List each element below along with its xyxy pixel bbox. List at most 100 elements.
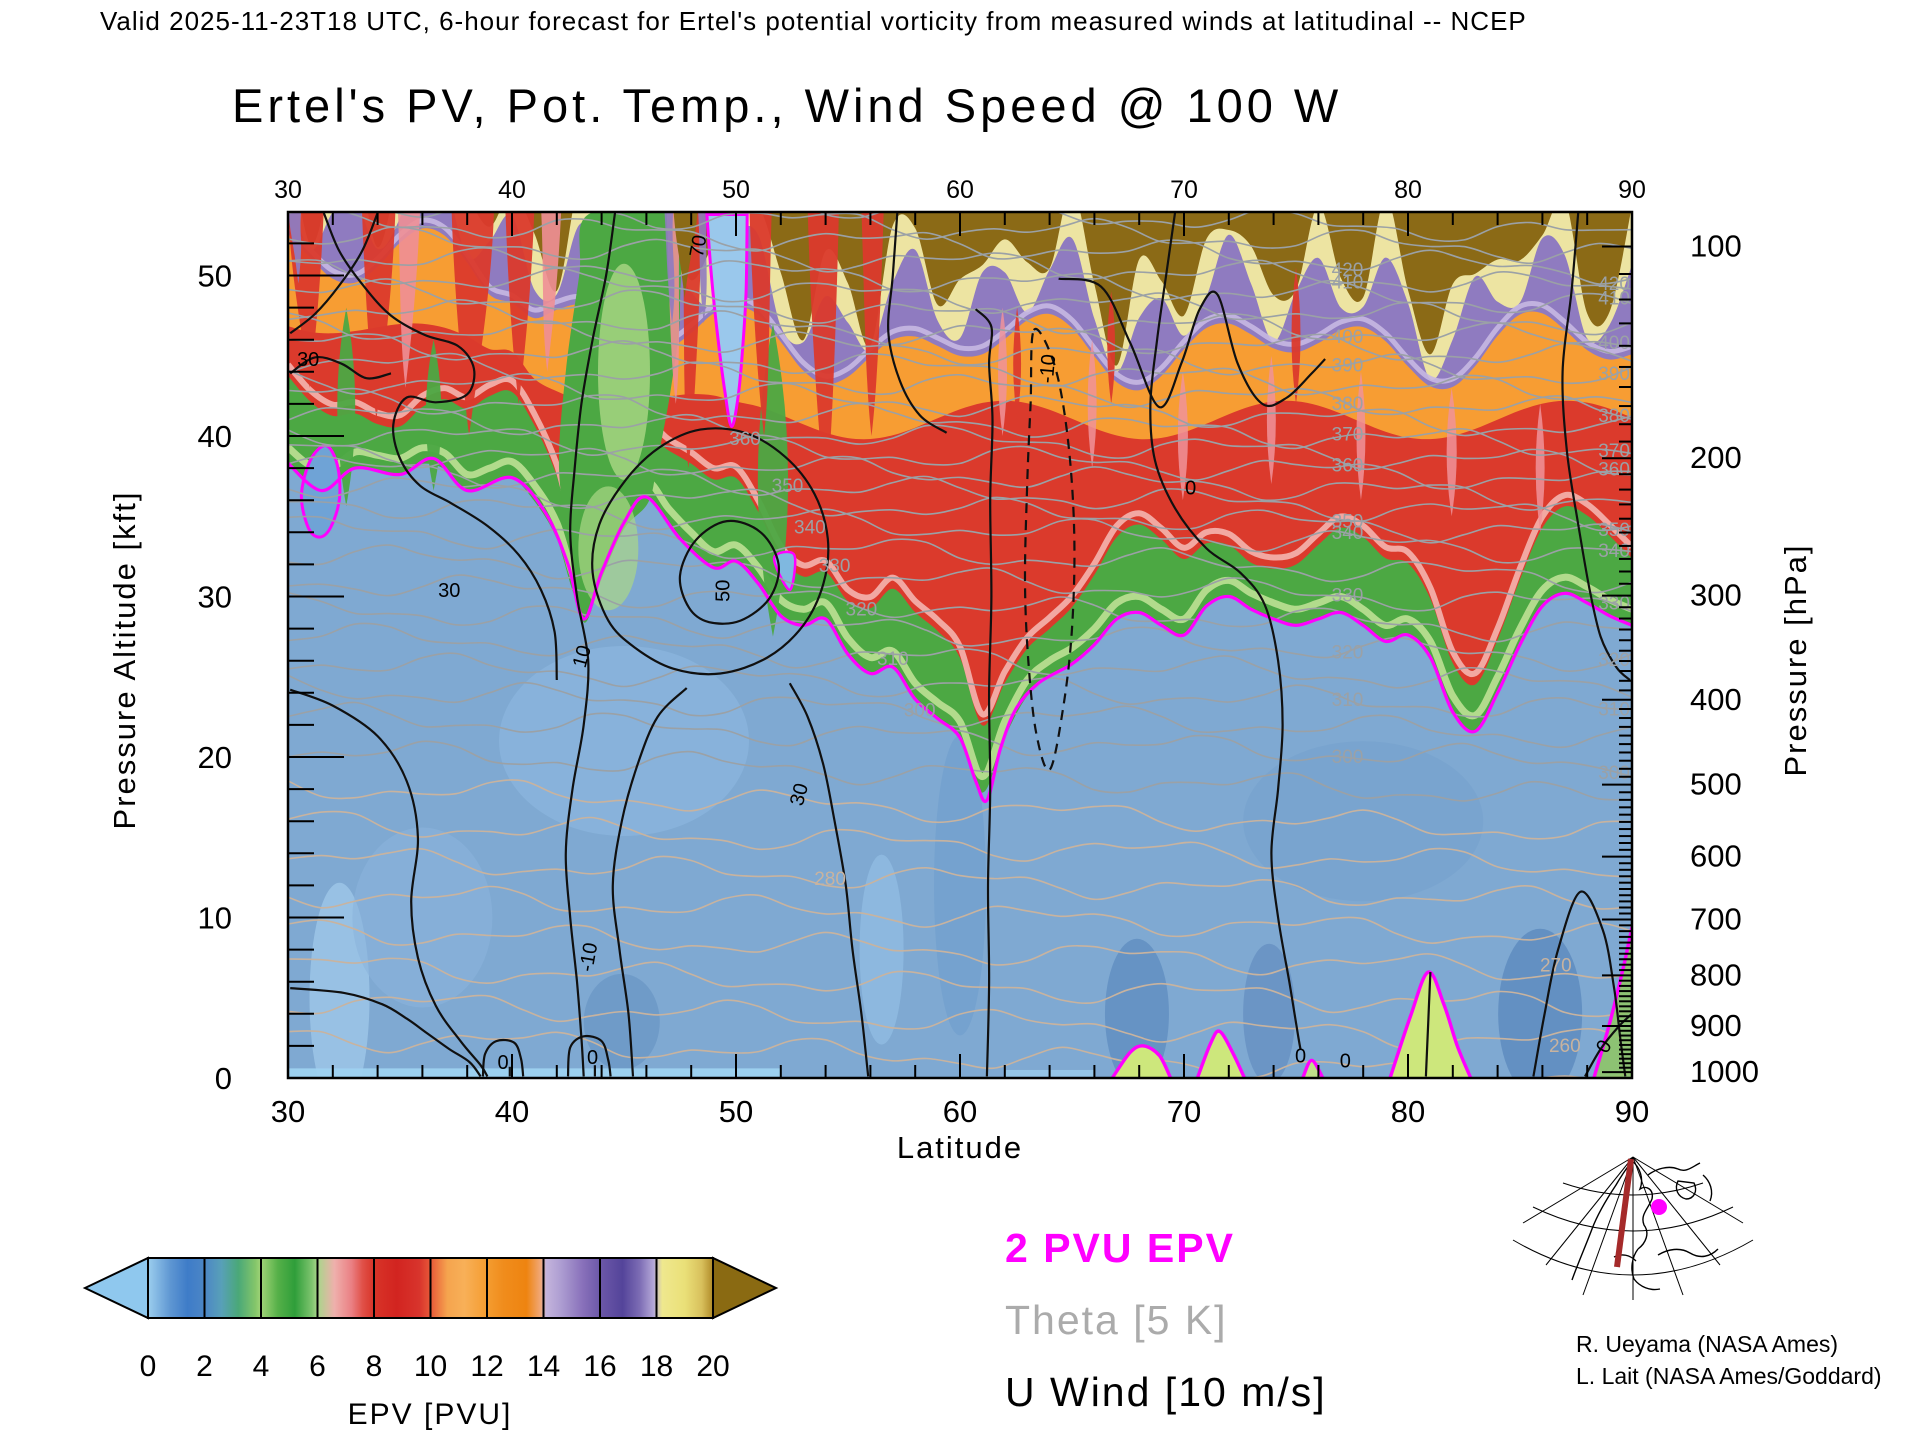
x-axis-top-tick-label: 30 bbox=[274, 176, 302, 204]
y-right-axis-title: Pressure [hPa] bbox=[1778, 543, 1813, 776]
wind-contour-label: 30 bbox=[297, 349, 319, 371]
theta-contour-label: 320 bbox=[846, 599, 878, 620]
wind-contour-label: 0 bbox=[1185, 477, 1196, 499]
y-left-tick-label: 10 bbox=[198, 901, 232, 936]
theta-contour-label: 320 bbox=[1598, 650, 1630, 671]
theta-contour-label: 310 bbox=[877, 649, 909, 670]
legend-pv-contour: 2 PVU EPV bbox=[1005, 1225, 1235, 1271]
theta-contour-label: 400 bbox=[1332, 327, 1364, 348]
colorbar-tick-label: 4 bbox=[253, 1350, 270, 1383]
wind-contour-label: 0 bbox=[497, 1052, 508, 1074]
wind-contour-corner-a bbox=[289, 212, 379, 335]
colorbar-tick-label: 6 bbox=[309, 1350, 326, 1383]
wind-contour-arch-2 bbox=[566, 1034, 612, 1077]
theta-contour-label: 350 bbox=[1332, 512, 1364, 533]
x-axis-tick-label: 40 bbox=[495, 1094, 529, 1129]
wind-contour-under-jet-right bbox=[788, 682, 870, 1077]
x-axis-tick-label: 90 bbox=[1615, 1094, 1649, 1129]
theta-contour-label: 380 bbox=[1598, 406, 1630, 427]
y-right-tick-label: 700 bbox=[1690, 902, 1742, 937]
theta-contour-label: 390 bbox=[1332, 356, 1364, 377]
theta-contour-label: 420 bbox=[1332, 260, 1364, 281]
wind-contour-bump-stem bbox=[1424, 972, 1432, 1077]
y-right-tick-label: 200 bbox=[1690, 440, 1742, 475]
legend: 2 PVU EPV Theta [5 K] U Wind [10 m/s] bbox=[1005, 1225, 1327, 1415]
credit-line-2: L. Lait (NASA Ames/Goddard) bbox=[1576, 1363, 1882, 1389]
y-right-tick-label: 900 bbox=[1690, 1008, 1742, 1043]
theta-contour-label: 350 bbox=[772, 476, 804, 497]
wind-contour-label: 0 bbox=[1295, 1046, 1306, 1068]
wind-contour-corner-line-br bbox=[1584, 1012, 1632, 1077]
map-cross-section-line bbox=[1614, 1158, 1634, 1268]
colorbar: 0 2 4 6 8 10 12 14 16 18 20 EPV [PVU] bbox=[82, 1256, 779, 1431]
colorbar-tick-label: 14 bbox=[527, 1350, 560, 1383]
theta-contour-label: 300 bbox=[904, 701, 936, 722]
map-station-dot bbox=[1651, 1199, 1667, 1215]
y-left-axis-title: Pressure Altitude [kft] bbox=[107, 491, 142, 830]
x-axis-top-tick-label: 80 bbox=[1394, 176, 1422, 204]
y-right-tick-label: 500 bbox=[1690, 767, 1742, 802]
theta-contour-label: 260 bbox=[1549, 1036, 1581, 1057]
theta-contour-label: 380 bbox=[1332, 394, 1364, 415]
wind-contour-zigzag-topright bbox=[1058, 277, 1326, 409]
inner-ticks bbox=[288, 212, 1632, 1078]
theta-contour-label: 410 bbox=[1598, 288, 1630, 309]
y-right-tick-label: 300 bbox=[1690, 578, 1742, 613]
theta-contour-label: 400 bbox=[1598, 333, 1630, 354]
theta-contour-label: 280 bbox=[814, 869, 846, 890]
theta-contour-label: 330 bbox=[819, 556, 851, 577]
theta-contour-label: 370 bbox=[1332, 425, 1364, 446]
wind-contour-low-left-a bbox=[289, 688, 489, 1077]
wind-contour-under-jet-left bbox=[611, 687, 688, 1077]
x-axis-tick-label: 80 bbox=[1391, 1094, 1425, 1129]
colorbar-tick-label: 20 bbox=[696, 1350, 729, 1383]
wind-contour-label: 50 bbox=[712, 580, 734, 602]
y-right-tick-label: 600 bbox=[1690, 839, 1742, 874]
wind-contour-sweep-left bbox=[322, 212, 558, 681]
colorbar-separators bbox=[147, 1258, 714, 1318]
axis-labels: 3030404050506060707080809090010203040501… bbox=[198, 176, 1759, 1129]
x-axis-title: Latitude bbox=[897, 1130, 1023, 1165]
wind-contour-label: 70 bbox=[686, 233, 712, 259]
colorbar-tick-label: 8 bbox=[366, 1350, 383, 1383]
theta-contour-label: 360 bbox=[1332, 456, 1364, 477]
wind-contour-vertical-61 bbox=[974, 308, 994, 1077]
x-axis-tick-label: 30 bbox=[271, 1094, 305, 1129]
theta-contour-label: 420 bbox=[1598, 274, 1630, 295]
colorbar-tick-labels: 0 2 4 6 8 10 12 14 16 18 20 bbox=[140, 1350, 730, 1383]
theta-contour-label: 340 bbox=[794, 518, 826, 539]
theta-contour-label: 270 bbox=[1540, 956, 1572, 977]
y-left-tick-label: 40 bbox=[198, 419, 232, 454]
colorbar-over-arrow bbox=[712, 1256, 779, 1320]
theta-contour-label: 350 bbox=[1598, 520, 1630, 541]
x-axis-top-tick-label: 50 bbox=[722, 176, 750, 204]
colorbar-tick-label: 16 bbox=[583, 1350, 616, 1383]
wind-contour-label: 0 bbox=[587, 1047, 598, 1069]
wind-contour-far-right-upper bbox=[1561, 212, 1631, 681]
theta-contour-label: 370 bbox=[1598, 441, 1630, 462]
theta-contour-label: 390 bbox=[1598, 364, 1630, 385]
wind-contour-label: -10 bbox=[1036, 353, 1060, 384]
colorbar-tick-label: 18 bbox=[640, 1350, 673, 1383]
x-axis-tick-label: 70 bbox=[1167, 1094, 1201, 1129]
y-left-tick-label: 30 bbox=[198, 580, 232, 615]
theta-contour-label: 330 bbox=[1598, 593, 1630, 614]
y-left-tick-label: 50 bbox=[198, 259, 232, 294]
theta-contour-label: 310 bbox=[1598, 700, 1630, 721]
inset-map bbox=[1512, 1156, 1754, 1300]
wind-contour-jet-inner bbox=[678, 519, 781, 625]
legend-wind-contour: U Wind [10 m/s] bbox=[1005, 1369, 1327, 1415]
theta-contour-label: 320 bbox=[1332, 643, 1364, 664]
wind-contour-arch-1 bbox=[481, 1038, 525, 1077]
wind-contour-corner-b bbox=[289, 355, 392, 380]
wind-contour-vertical-43 bbox=[564, 212, 617, 1077]
x-axis-tick-label: 60 bbox=[943, 1094, 977, 1129]
theta-contour-label: 340 bbox=[1332, 523, 1364, 544]
colorbar-tick-label: 2 bbox=[196, 1350, 213, 1383]
theta-contour-label: 360 bbox=[1598, 459, 1630, 480]
plot-frame bbox=[286, 210, 1634, 1080]
y-right-tick-label: 1000 bbox=[1690, 1054, 1759, 1089]
wind-contour-zero-right bbox=[1149, 212, 1302, 1050]
